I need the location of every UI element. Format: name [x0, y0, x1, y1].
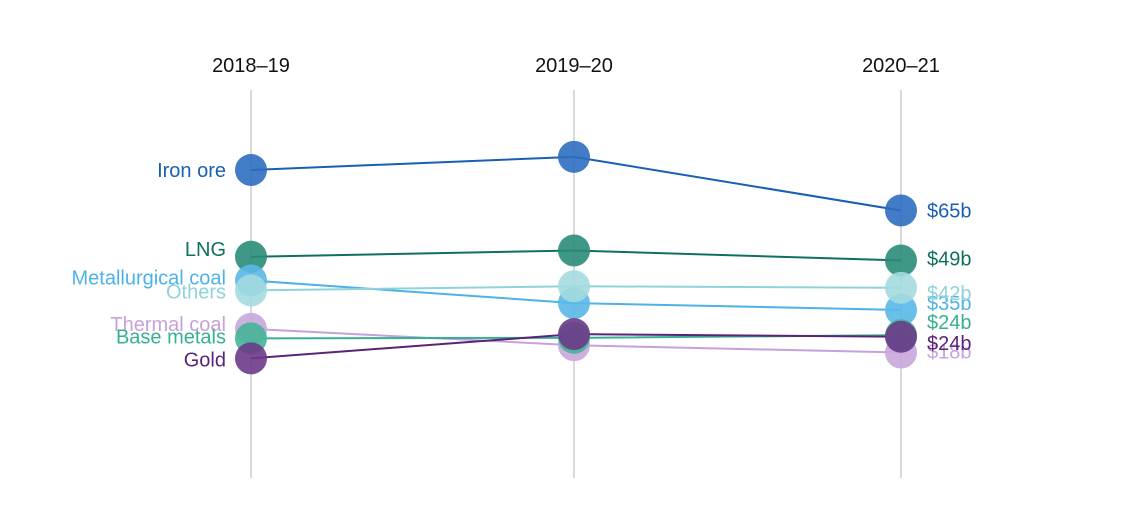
series-label-metallurgical-coal: Metallurgical coal — [71, 267, 226, 289]
marker-gold — [885, 320, 917, 353]
year-labels: 2018–19 2019–20 2020–21 — [212, 55, 940, 77]
series-label-lng: LNG — [185, 239, 226, 261]
series-label-iron-ore: Iron ore — [157, 160, 226, 182]
marker-iron-ore — [558, 140, 590, 173]
series-label-others: Others — [166, 281, 226, 303]
marker-lng — [558, 234, 590, 267]
series-label-thermal-coal: Thermal coal — [110, 314, 226, 336]
value-label-thermal-coal: $18b — [927, 342, 972, 364]
year-label: 2018–19 — [212, 55, 290, 77]
value-label-others: $42b — [927, 283, 972, 305]
marker-lng — [885, 244, 917, 277]
year-label: 2019–20 — [535, 55, 613, 77]
series-markers — [235, 140, 917, 375]
year-label: 2020–21 — [862, 55, 940, 77]
marker-iron-ore — [235, 153, 267, 186]
series-label-gold: Gold — [184, 349, 226, 371]
marker-others — [885, 271, 917, 304]
marker-others — [235, 274, 267, 307]
marker-lng — [235, 240, 267, 273]
marker-others — [558, 270, 590, 303]
value-labels: $65b$49b$35b$42b$18b$24b$24b — [927, 200, 972, 363]
value-label-metallurgical-coal: $35b — [927, 293, 972, 315]
marker-gold — [235, 342, 267, 375]
series-label-base-metals: Base metals — [116, 326, 226, 348]
marker-gold — [558, 318, 590, 351]
value-label-lng: $49b — [927, 248, 972, 270]
value-label-iron-ore: $65b — [927, 200, 972, 222]
marker-iron-ore — [885, 194, 917, 227]
value-label-base-metals: $24b — [927, 312, 972, 334]
value-label-gold: $24b — [927, 333, 972, 355]
marker-metallurgical-coal — [885, 293, 917, 326]
